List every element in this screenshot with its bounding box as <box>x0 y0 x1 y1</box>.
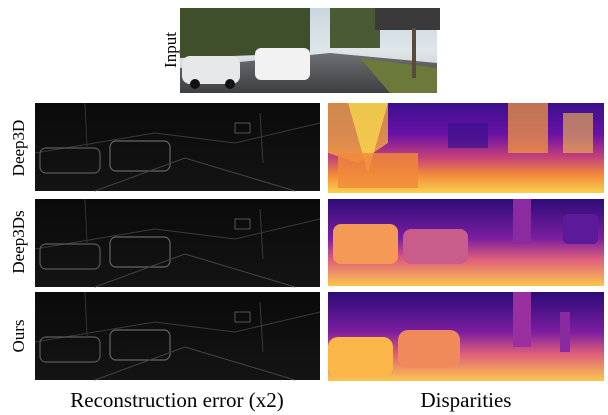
caption: Reconstruction error (x2) <box>70 388 283 412</box>
disparity-image <box>328 103 604 193</box>
disparity-image <box>328 292 604 381</box>
row-label: Ours <box>9 319 28 352</box>
row-label: Input <box>161 32 180 68</box>
figure: Input Deep3D Deep3Ds <box>0 0 608 415</box>
row: Deep3Ds <box>9 199 604 287</box>
input-image <box>180 8 440 93</box>
row-label: Deep3D <box>9 120 28 177</box>
error-image <box>35 199 320 287</box>
error-image <box>35 103 320 191</box>
caption: Disparities <box>421 388 512 412</box>
row: Ours <box>9 292 604 381</box>
disparity-image <box>328 199 604 286</box>
row: Deep3D <box>9 103 604 193</box>
row-label: Deep3Ds <box>9 210 28 273</box>
error-image <box>35 292 320 380</box>
